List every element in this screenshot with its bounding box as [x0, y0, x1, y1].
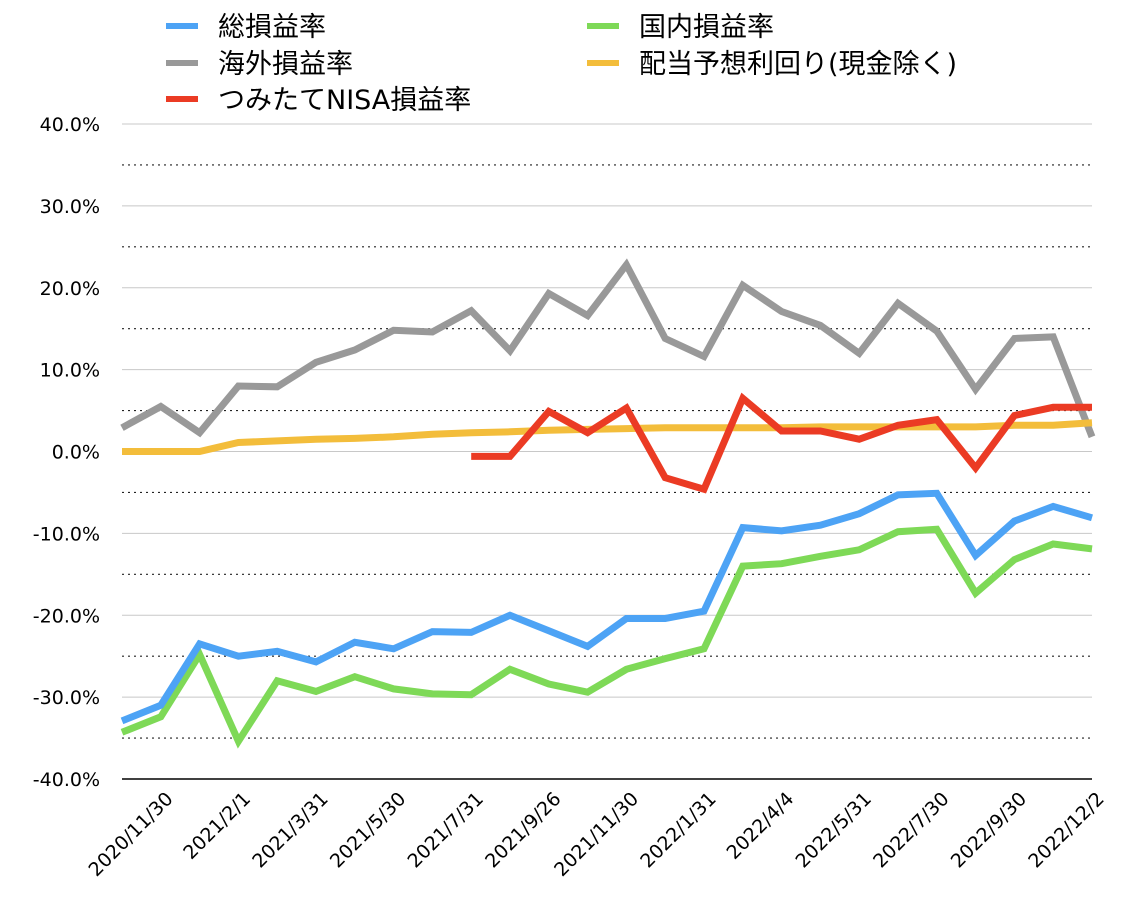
- y-tick-label: -40.0%: [33, 769, 100, 791]
- series-lines: [120, 258, 1096, 749]
- series-line-4: [122, 419, 1093, 455]
- legend-label: 海外損益率: [218, 49, 353, 80]
- y-tick-label: -10.0%: [33, 523, 100, 545]
- x-tick-label: 2022/7/30: [869, 788, 953, 872]
- x-tick-label: 2022/1/31: [636, 788, 720, 872]
- x-tick-label: 2022/9/30: [947, 788, 1031, 872]
- y-tick-label: 40.0%: [40, 114, 100, 136]
- y-tick-label: -20.0%: [33, 605, 100, 627]
- x-tick-label: 2021/7/31: [403, 788, 487, 872]
- chart-grid: [122, 123, 1092, 780]
- series-line-0: [120, 489, 1093, 725]
- x-axis: 2020/11/30 2021/2/12021/3/312021/5/302021…: [85, 788, 1109, 881]
- y-tick-label: 20.0%: [40, 278, 100, 300]
- y-tick-label: -30.0%: [33, 687, 100, 709]
- x-tick-label: 2021/2/1: [179, 788, 255, 864]
- y-tick-label: 10.0%: [40, 360, 100, 382]
- y-tick-label: 0.0%: [52, 442, 100, 464]
- x-tick-label: 2022/4/4: [722, 788, 798, 864]
- x-tick-label: 2021/5/30: [326, 788, 410, 872]
- x-tick-label: 2020/11/30: [85, 788, 178, 881]
- x-tick-label: 2021/9/26: [481, 788, 565, 872]
- x-tick-label: 2021/3/31: [248, 788, 332, 872]
- legend-label: 国内損益率: [639, 12, 774, 43]
- legend-label: 配当予想利回り(現金除く): [639, 49, 957, 80]
- x-tick-label: 2022/12/2: [1024, 788, 1108, 872]
- x-tick-label: 2021/11/30: [550, 788, 643, 881]
- series-line-3: [120, 525, 1093, 749]
- legend-label: つみたてNISA損益率: [218, 85, 471, 116]
- series-line-1: [120, 258, 1096, 439]
- series-line-2: [471, 392, 1092, 494]
- y-axis: 40.0% 30.0% 20.0% 10.0% 0.0% -10.0% -20.0% -30.…: [33, 114, 100, 791]
- y-tick-label: 30.0%: [40, 196, 100, 218]
- legend-label: 総損益率: [218, 12, 326, 43]
- x-tick-label: 2022/5/31: [791, 788, 875, 872]
